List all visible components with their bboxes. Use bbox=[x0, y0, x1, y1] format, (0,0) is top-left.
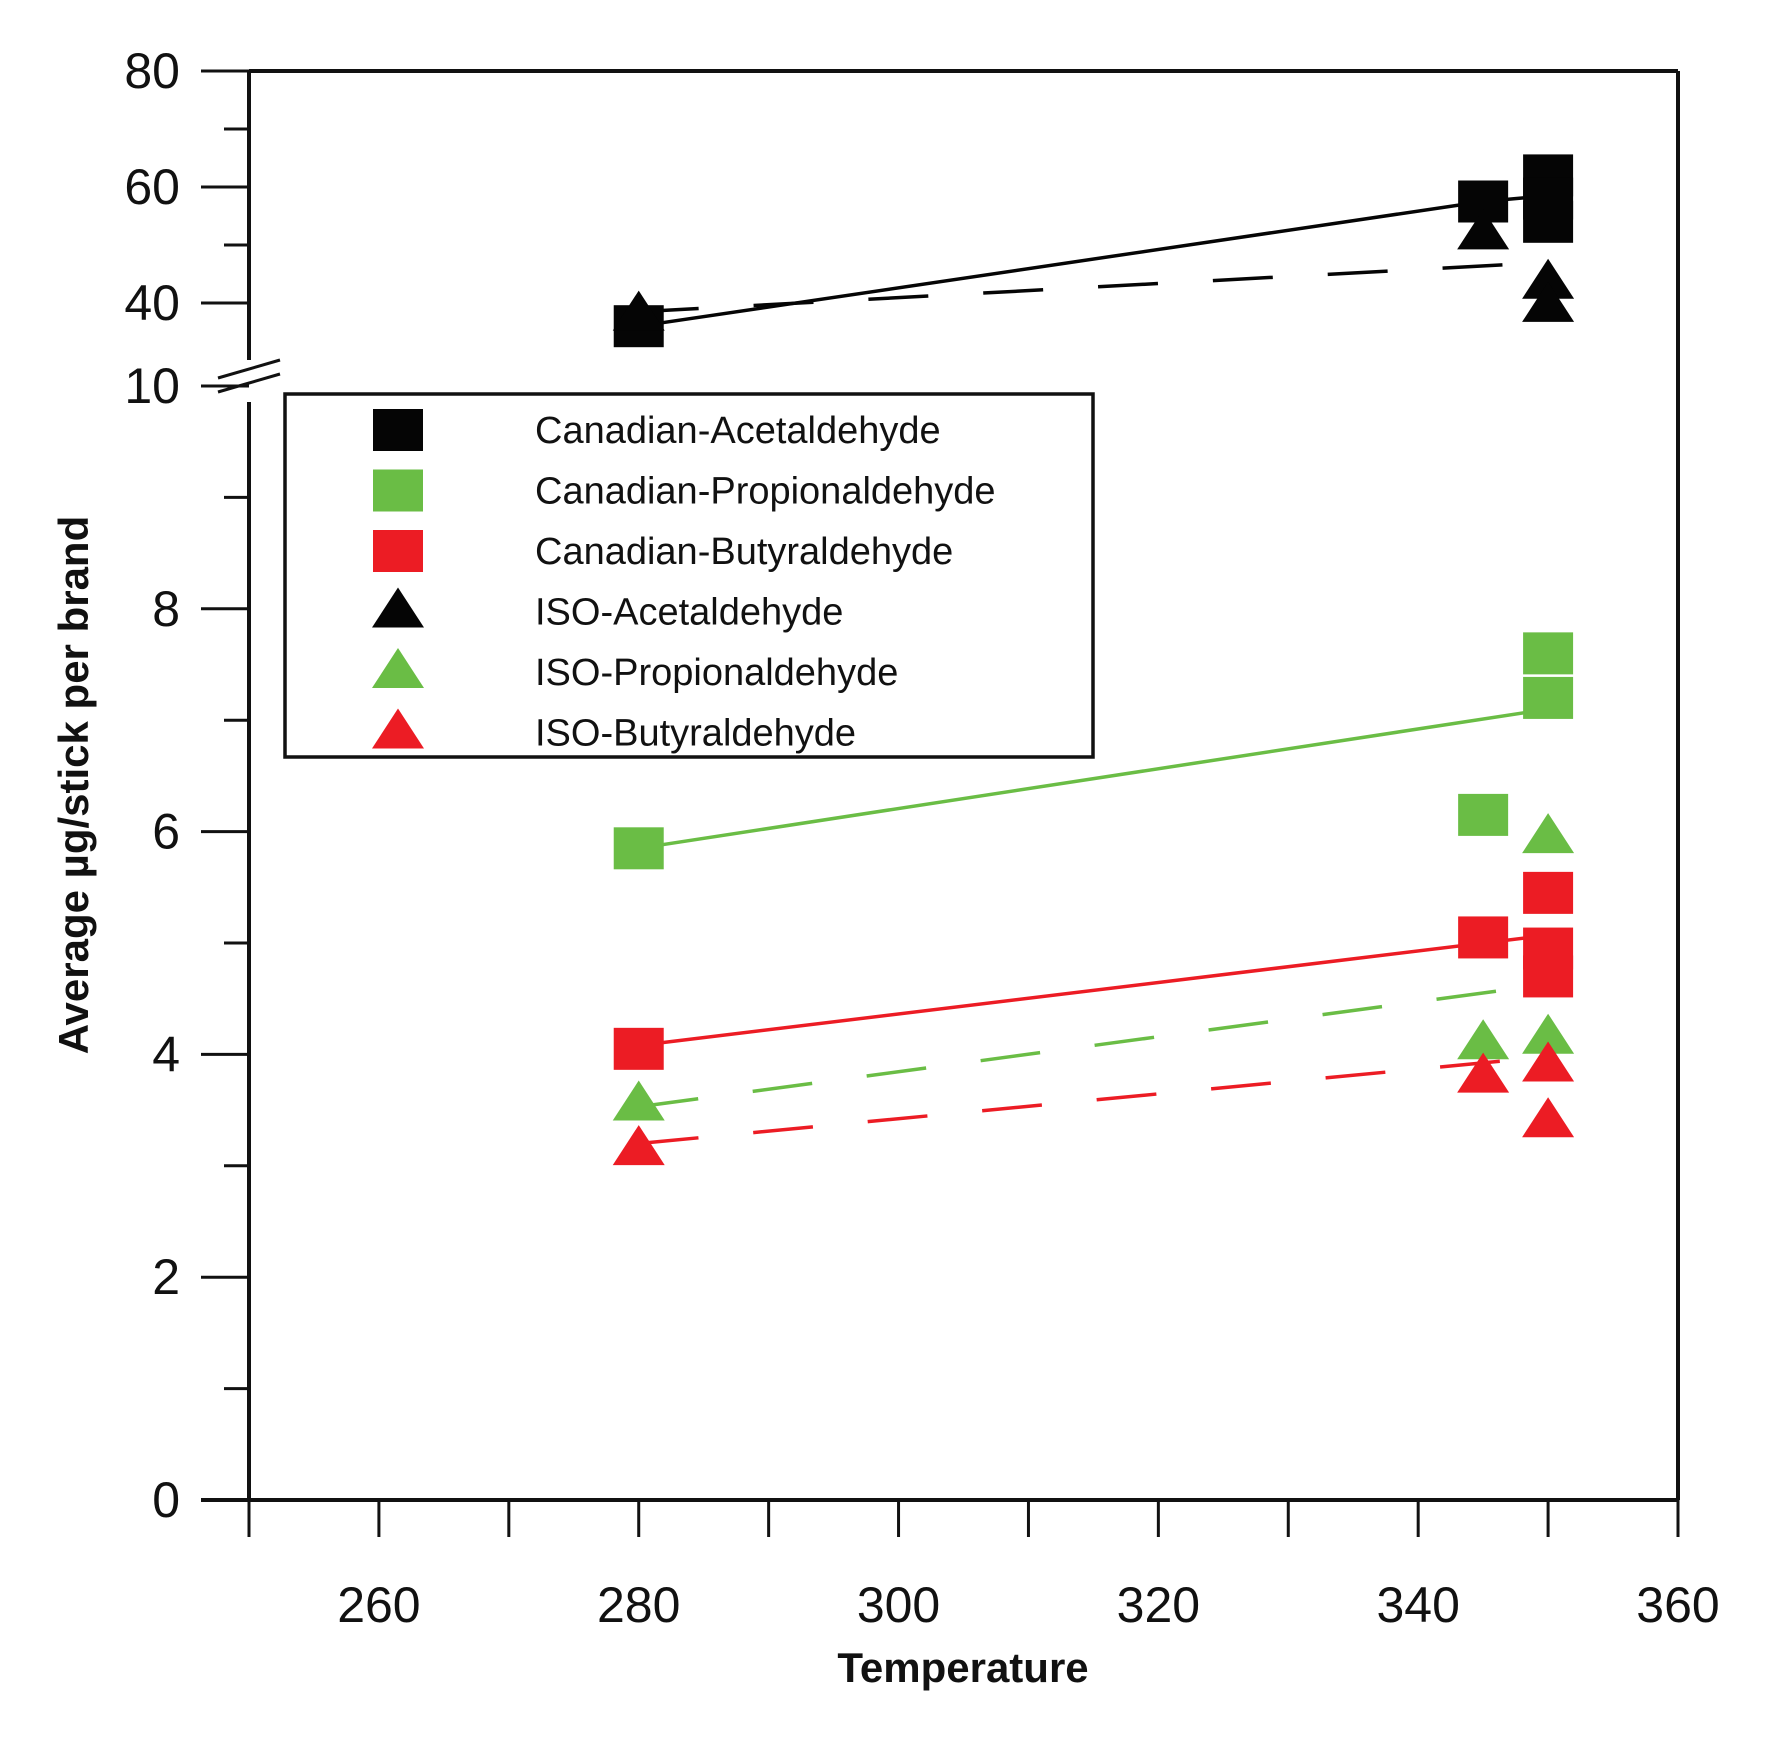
legend-marker-iso-butyraldehyde bbox=[372, 708, 424, 749]
legend-marker-canadian-butyraldehyde bbox=[373, 530, 423, 572]
iso-propionaldehyde-fit-line bbox=[638, 982, 1549, 1109]
legend-marker-iso-acetaldehyde bbox=[372, 587, 424, 628]
iso-butyraldehyde-point bbox=[1457, 1052, 1510, 1093]
marks bbox=[612, 154, 1575, 1166]
legend-label: Canadian-Butyraldehyde bbox=[535, 531, 953, 573]
iso-butyraldehyde-point bbox=[1522, 1097, 1575, 1138]
legend-box bbox=[283, 392, 1095, 759]
iso-acetaldehyde-point bbox=[1457, 209, 1510, 250]
y-axis-label: Average µg/stick per brand bbox=[50, 516, 97, 1055]
canadian-acetaldehyde-fit-line bbox=[638, 193, 1549, 328]
iso-acetaldehyde-point bbox=[1522, 258, 1575, 299]
iso-propionaldehyde-point bbox=[612, 1080, 665, 1121]
x-tick-label: 320 bbox=[1117, 1577, 1200, 1633]
iso-butyraldehyde-point bbox=[1522, 1041, 1575, 1082]
x-tick-label: 360 bbox=[1636, 1577, 1719, 1633]
legend-marker-canadian-acetaldehyde bbox=[373, 409, 423, 451]
iso-propionaldehyde-point bbox=[1522, 1013, 1575, 1054]
legend-label: ISO-Acetaldehyde bbox=[535, 592, 843, 634]
axes: 0 2 4 6 8 10 40 60 80 260 280 300 320 340 360 bbox=[124, 43, 1719, 1633]
x-tick-label: 260 bbox=[337, 1577, 420, 1633]
canadian-butyraldehyde-fit-line bbox=[638, 933, 1549, 1048]
canadian-butyraldehyde-point bbox=[1523, 871, 1574, 914]
axis-break-mark bbox=[217, 372, 281, 394]
iso-butyraldehyde-fit-line bbox=[638, 1054, 1549, 1146]
legend: Canadian-Acetaldehyde Canadian-Propionald… bbox=[283, 392, 1095, 759]
iso-propionaldehyde-point bbox=[1457, 1019, 1510, 1060]
canadian-acetaldehyde-point bbox=[1523, 200, 1574, 243]
x-tick-label: 280 bbox=[597, 1577, 680, 1633]
legend-label: ISO-Propionaldehyde bbox=[535, 652, 898, 694]
y-tick-label: 6 bbox=[152, 804, 180, 860]
canadian-butyraldehyde-point bbox=[1523, 955, 1574, 998]
iso-butyraldehyde-point bbox=[612, 1125, 665, 1166]
canadian-propionaldehyde-point bbox=[1523, 676, 1574, 719]
canadian-propionaldehyde-point bbox=[1523, 632, 1574, 675]
legend-label: ISO-Butyraldehyde bbox=[535, 713, 856, 755]
y-tick-label: 4 bbox=[152, 1026, 180, 1082]
legend-marker-canadian-propionaldehyde bbox=[373, 469, 423, 512]
axis-break-mark bbox=[217, 358, 281, 380]
x-tick-label: 300 bbox=[857, 1577, 940, 1633]
y-tick-label: 8 bbox=[152, 581, 180, 637]
y-tick-label: 2 bbox=[152, 1249, 180, 1305]
legend-marker-iso-propionaldehyde bbox=[372, 648, 424, 688]
legend-label: Canadian-Acetaldehyde bbox=[535, 410, 941, 452]
y-tick-label: 40 bbox=[124, 275, 180, 331]
canadian-butyraldehyde-point bbox=[1458, 916, 1509, 959]
x-axis-label: Temperature bbox=[837, 1644, 1088, 1691]
y-tick-label: 80 bbox=[124, 43, 180, 99]
legend-label: Canadian-Propionaldehyde bbox=[535, 471, 996, 513]
canadian-propionaldehyde-point bbox=[1458, 793, 1509, 836]
iso-acetaldehyde-fit-line bbox=[638, 260, 1549, 314]
y-tick-label: 60 bbox=[124, 159, 180, 215]
canadian-propionaldehyde-point bbox=[613, 827, 664, 870]
y-tick-label: 0 bbox=[152, 1472, 180, 1528]
x-tick-label: 340 bbox=[1376, 1577, 1459, 1633]
canadian-butyraldehyde-point bbox=[613, 1027, 664, 1070]
canadian-propionaldehyde-fit-line bbox=[638, 707, 1549, 851]
y-tick-label: 10 bbox=[124, 358, 180, 414]
iso-propionaldehyde-point bbox=[1522, 813, 1575, 854]
iso-acetaldehyde-point bbox=[612, 290, 665, 331]
iso-acetaldehyde-point bbox=[1522, 281, 1575, 322]
